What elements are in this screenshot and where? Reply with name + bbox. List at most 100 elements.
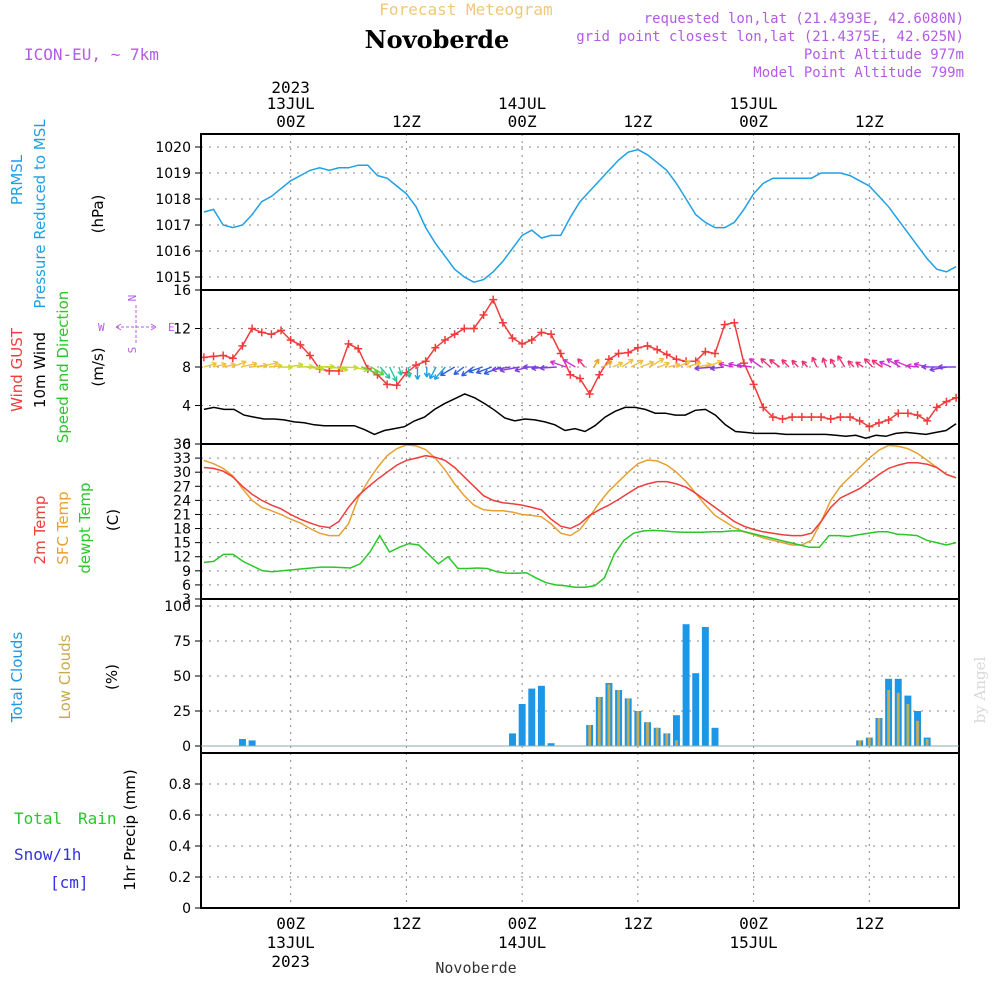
gust-marker (508, 334, 517, 343)
bottom-time-label: 15JUL (730, 933, 778, 952)
gust-marker (894, 409, 903, 418)
pressure-label-prmsl: PRMSL (8, 154, 26, 205)
gust-marker (257, 328, 266, 337)
wind-direction-arrow (491, 366, 511, 373)
gust-marker (653, 345, 662, 354)
low-cloud-bar (867, 737, 871, 746)
snow-unit: [cm] (50, 873, 89, 892)
gust-marker (469, 324, 478, 333)
total-cloud-bar (682, 624, 690, 746)
wind-direction-arrow (871, 359, 883, 368)
wind-direction-arrow (433, 366, 446, 380)
watermark: by Angel (971, 656, 989, 723)
precip-unit: 1hr Precip (mm) (121, 769, 139, 890)
total-cloud-bar (518, 704, 526, 746)
total-cloud-bar (692, 673, 700, 746)
wind-labels: Wind GUST 10m Wind Speed and Direction (… (8, 291, 107, 444)
low-cloud-bar (675, 740, 678, 746)
chart-title: Forecast Meteogram (379, 0, 552, 19)
wind-10m-label: 10m Wind (31, 332, 49, 408)
total-cloud-bar (672, 715, 680, 746)
gust-marker (576, 374, 584, 383)
y-tick-label: 75 (173, 634, 191, 650)
pressure-line (203, 148, 957, 284)
low-cloud-bar (607, 684, 611, 746)
gust-marker (932, 403, 941, 412)
gust-marker (209, 352, 218, 361)
temperature-panel (203, 444, 957, 589)
gust-marker (392, 381, 401, 390)
top-time-label: 12Z (855, 112, 884, 131)
wind-direction-arrow (439, 366, 455, 377)
wind-direction-arrow (453, 366, 465, 376)
wind-direction-arrow (658, 361, 670, 368)
total-cloud-bar (701, 627, 709, 746)
svg-text:W: W (98, 321, 105, 334)
low-cloud-bar (858, 740, 862, 746)
wind-speed-line (203, 393, 957, 439)
wind-direction-arrow (397, 366, 404, 376)
wind-direction-arrow (429, 366, 437, 380)
pressure-unit: (hPa) (89, 195, 107, 234)
top-time-label: 00Z (276, 112, 305, 131)
gust-marker (585, 389, 594, 398)
wind-direction-arrow (677, 360, 691, 368)
y-tick-label: 9 (182, 564, 191, 580)
panel-frames (195, 133, 960, 909)
gust-marker (489, 295, 498, 304)
wind-direction-arrow (602, 360, 613, 368)
y-tick-label: 0 (182, 437, 191, 453)
y-tick-label: 1015 (155, 270, 191, 286)
gust-marker (460, 324, 469, 333)
total-label: Total (14, 809, 62, 828)
top-time-label: 14JUL (498, 94, 546, 113)
dewpoint-line (203, 529, 957, 589)
bottom-time-label: 12Z (623, 914, 652, 933)
top-time-label: 12Z (392, 112, 421, 131)
y-tick-label: 15 (173, 536, 191, 552)
gust-marker (277, 326, 286, 335)
wind-direction-arrow (522, 363, 539, 371)
bottom-time-label: 14JUL (498, 933, 546, 952)
low-cloud-bar (896, 692, 900, 746)
wind-direction-arrow (781, 359, 790, 368)
low-clouds-label: Low Clouds (56, 634, 74, 719)
wind-direction-arrow (760, 357, 771, 368)
y-tick-label: 6 (182, 578, 191, 594)
precip-labels: Total Rain Snow/1h [cm] 1hr Precip (mm) (14, 769, 139, 892)
low-cloud-bar (906, 704, 910, 746)
gust-marker (286, 336, 295, 345)
gust-marker (711, 349, 720, 358)
pressure-labels: PRMSL Pressure Reduced to MSL (hPa) (8, 119, 107, 309)
bottom-time-label: 00Z (739, 914, 768, 933)
gust-marker (527, 336, 536, 345)
gust-marker (566, 370, 575, 379)
wind-direction-arrow (370, 366, 385, 376)
gust-marker (518, 339, 527, 348)
y-tick-label: 0 (182, 739, 191, 755)
gust-marker (903, 409, 912, 418)
wind-direction-arrow (811, 356, 818, 368)
gust-marker (913, 411, 922, 420)
svg-text:N: N (126, 295, 139, 302)
gust-marker (305, 351, 314, 360)
y-tick-label: 0.6 (169, 808, 191, 824)
y-tick-label: 36 (173, 437, 191, 453)
temp-unit: (C) (104, 509, 122, 531)
bottom-time-label: 00Z (276, 914, 305, 933)
wind-direction-arrow (562, 359, 576, 368)
total-cloud-bar (711, 727, 719, 746)
low-cloud-bar (646, 722, 649, 746)
gust-marker (383, 380, 392, 389)
top-time-label: 00Z (508, 112, 537, 131)
gust-marker (633, 343, 642, 352)
grid-lines (201, 134, 959, 909)
y-tick-label: 1019 (155, 166, 191, 182)
bottom-time-label: 13JUL (267, 933, 315, 952)
location-name: Novoberde (365, 25, 510, 54)
wind-direction-arrow (361, 366, 379, 375)
gust-marker (431, 343, 440, 352)
y-tick-label: 12 (173, 322, 191, 338)
total-cloud-bar (509, 733, 516, 746)
